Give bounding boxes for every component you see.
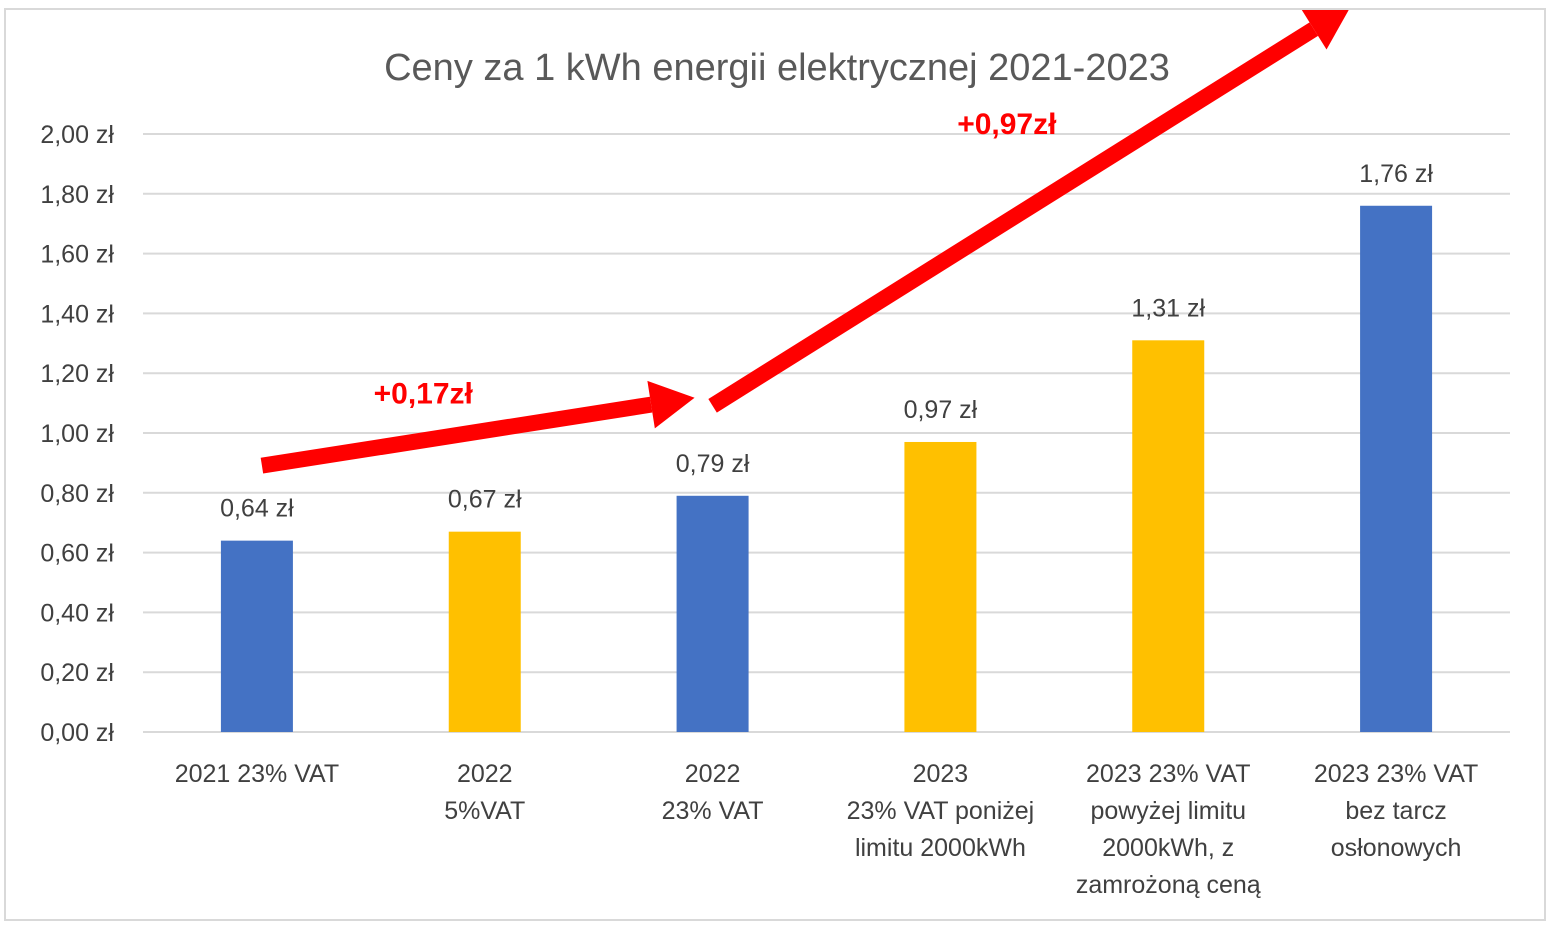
category-label-line: osłonowych [1331, 834, 1462, 862]
annotation-label: +0,97zł [957, 108, 1057, 141]
bars [220, 205, 1433, 732]
category-label-line: limitu 2000kWh [855, 834, 1026, 862]
category-label-line: 2021 23% VAT [175, 760, 339, 788]
x-axis-categories: 2021 23% VAT 2022 5%VAT 2022 23% VAT 2023 23% … [175, 760, 1479, 899]
bar [448, 531, 521, 732]
category-label-line: zamrożoną ceną [1076, 871, 1261, 899]
category-label-line: 2023 [913, 760, 969, 788]
category-label: 2022 5%VAT [444, 760, 525, 825]
arrow-shaft [260, 396, 653, 474]
chart-title: Ceny za 1 kWh energii elektrycznej 2021-… [384, 47, 1170, 89]
annotation-label: +0,17zł [374, 378, 474, 411]
data-label: 1,31 zł [1131, 294, 1205, 322]
bar [220, 540, 293, 732]
category-label-line: 2000kWh, z [1102, 834, 1234, 862]
chart-frame: Ceny za 1 kWh energii elektrycznej 2021-… [4, 8, 1546, 921]
category-label: 2022 23% VAT [662, 760, 764, 825]
bar [1360, 205, 1433, 732]
y-tick-label: 1,80 zł [40, 181, 114, 209]
category-label: 2021 23% VAT [175, 760, 339, 788]
gridlines [143, 133, 1510, 733]
category-label-line: 23% VAT poniżej [847, 797, 1035, 825]
category-label-line: 5%VAT [444, 797, 525, 825]
y-tick-label: 0,40 zł [40, 599, 114, 627]
category-label: 2023 23% VAT bez tarcz osłonowych [1314, 760, 1478, 862]
category-label-line: 2022 [685, 760, 741, 788]
data-label: 0,97 zł [904, 396, 978, 424]
annotation-arrows: +0,17zł +0,97zł [260, 10, 1349, 474]
category-label: 2023 23% VAT poniżej limitu 2000kWh [847, 760, 1035, 862]
bar [1132, 340, 1205, 732]
category-label-line: 2023 23% VAT [1314, 760, 1478, 788]
y-tick-label: 1,60 zł [40, 241, 114, 269]
data-labels: 0,64 zł 0,67 zł 0,79 zł 0,97 zł 1,31 zł 1,76 … [220, 160, 1433, 523]
bar [676, 495, 749, 732]
arrow-shaft [708, 22, 1319, 413]
data-label: 1,76 zł [1359, 160, 1433, 188]
category-label-line: powyżej limitu [1090, 797, 1246, 825]
y-tick-label: 0,20 zł [40, 659, 114, 687]
bar [904, 441, 977, 732]
y-tick-label: 0,00 zł [40, 719, 114, 747]
category-label: 2023 23% VAT powyżej limitu 2000kWh, z zamr… [1076, 760, 1261, 899]
category-label-line: 2022 [457, 760, 513, 788]
y-tick-label: 1,40 zł [40, 300, 114, 328]
y-tick-label: 0,60 zł [40, 540, 114, 568]
bar-chart: Ceny za 1 kWh energii elektrycznej 2021-… [40, 10, 1510, 899]
y-tick-label: 2,00 zł [40, 121, 114, 149]
data-label: 0,79 zł [676, 450, 750, 478]
category-label-line: 23% VAT [662, 797, 764, 825]
category-label-line: bez tarcz [1345, 797, 1446, 825]
arrow-head [647, 380, 695, 429]
category-label-line: 2023 23% VAT [1086, 760, 1250, 788]
y-tick-label: 1,00 zł [40, 420, 114, 448]
y-axis-ticks: 0,00 zł 0,20 zł 0,40 zł 0,60 zł 0,80 zł 1,00 … [40, 121, 114, 747]
data-label: 0,64 zł [220, 495, 294, 523]
trend-arrow: +0,17zł [260, 378, 695, 474]
arrow-head [1301, 10, 1349, 50]
y-tick-label: 0,80 zł [40, 480, 114, 508]
data-label: 0,67 zł [448, 486, 522, 514]
trend-arrow: +0,97zł [708, 10, 1349, 413]
y-tick-label: 1,20 zł [40, 360, 114, 388]
